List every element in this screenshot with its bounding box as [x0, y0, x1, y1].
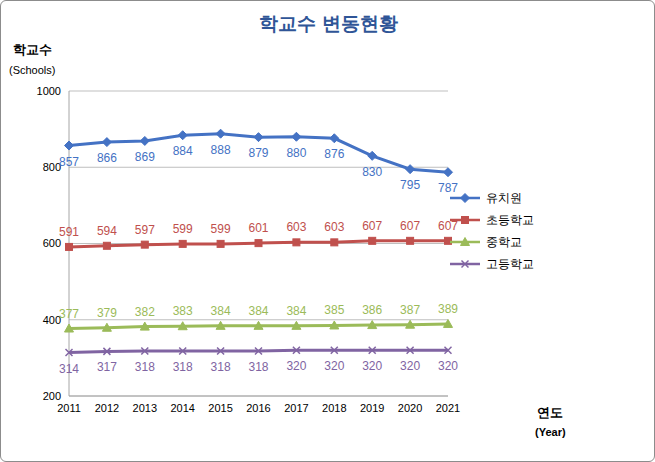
- svg-text:597: 597: [135, 223, 155, 237]
- svg-text:600: 600: [43, 237, 61, 249]
- svg-text:384: 384: [211, 304, 231, 318]
- svg-text:320: 320: [438, 359, 458, 373]
- svg-text:2013: 2013: [133, 402, 157, 414]
- svg-text:318: 318: [248, 360, 268, 374]
- svg-text:603: 603: [286, 220, 306, 234]
- svg-text:880: 880: [286, 146, 306, 160]
- svg-text:1000: 1000: [37, 85, 61, 97]
- svg-text:599: 599: [211, 222, 231, 236]
- svg-text:384: 384: [248, 304, 268, 318]
- svg-text:382: 382: [135, 305, 155, 319]
- svg-text:317: 317: [97, 360, 117, 374]
- svg-text:318: 318: [173, 360, 193, 374]
- svg-text:320: 320: [286, 359, 306, 373]
- svg-text:200: 200: [43, 390, 61, 402]
- svg-text:599: 599: [173, 222, 193, 236]
- svg-text:2018: 2018: [322, 402, 346, 414]
- html-text:유치원: 유치원: [486, 190, 522, 205]
- svg-text:888: 888: [211, 143, 231, 157]
- svg-text:869: 869: [135, 150, 155, 164]
- svg-text:2015: 2015: [208, 402, 232, 414]
- svg-text:400: 400: [42, 313, 61, 326]
- html-text:초등학교: 초등학교: [486, 212, 534, 227]
- html-text:고등학교: 고등학교: [486, 256, 534, 271]
- svg-text:800: 800: [42, 161, 61, 174]
- svg-text:876: 876: [324, 147, 344, 161]
- svg-text:320: 320: [400, 359, 420, 373]
- svg-text:2017: 2017: [284, 402, 308, 414]
- svg-text:795: 795: [400, 178, 420, 192]
- html-text:연도: 연도: [537, 405, 563, 420]
- svg-text:884: 884: [173, 144, 193, 158]
- svg-text:384: 384: [286, 304, 306, 318]
- svg-text:607: 607: [400, 219, 420, 233]
- svg-text:787: 787: [438, 181, 458, 195]
- svg-text:2011: 2011: [57, 402, 81, 414]
- svg-text:591: 591: [59, 225, 79, 239]
- svg-text:386: 386: [362, 303, 382, 317]
- html-text:(Schools): (Schools): [9, 64, 56, 76]
- svg-text:385: 385: [324, 303, 344, 317]
- html-text:중학교: 중학교: [486, 234, 522, 249]
- svg-text:607: 607: [438, 219, 458, 233]
- svg-text:320: 320: [324, 359, 344, 373]
- svg-text:318: 318: [211, 360, 231, 374]
- svg-text:2019: 2019: [360, 402, 384, 414]
- svg-text:594: 594: [97, 224, 117, 238]
- svg-text:879: 879: [248, 146, 268, 160]
- svg-text:603: 603: [324, 220, 344, 234]
- svg-text:389: 389: [438, 302, 458, 316]
- svg-text:383: 383: [173, 304, 193, 318]
- svg-text:2020: 2020: [398, 402, 422, 414]
- svg-text:320: 320: [362, 359, 382, 373]
- html-text:학교수: 학교수: [13, 42, 52, 57]
- svg-text:379: 379: [97, 306, 117, 320]
- svg-text:601: 601: [248, 221, 268, 235]
- svg-text:387: 387: [400, 303, 420, 317]
- svg-text:607: 607: [362, 219, 382, 233]
- html-text:(Year): (Year): [535, 426, 566, 438]
- svg-text:857: 857: [59, 155, 79, 169]
- svg-text:866: 866: [97, 151, 117, 165]
- svg-text:2016: 2016: [246, 402, 270, 414]
- svg-text:318: 318: [135, 360, 155, 374]
- svg-text:314: 314: [59, 362, 79, 376]
- svg-text:2012: 2012: [95, 402, 119, 414]
- svg-text:2014: 2014: [170, 402, 194, 414]
- svg-text:830: 830: [362, 165, 382, 179]
- svg-text:2021: 2021: [436, 402, 460, 414]
- html-text:학교수 변동현황: 학교수 변동현황: [259, 13, 398, 34]
- svg-text:377: 377: [59, 307, 79, 321]
